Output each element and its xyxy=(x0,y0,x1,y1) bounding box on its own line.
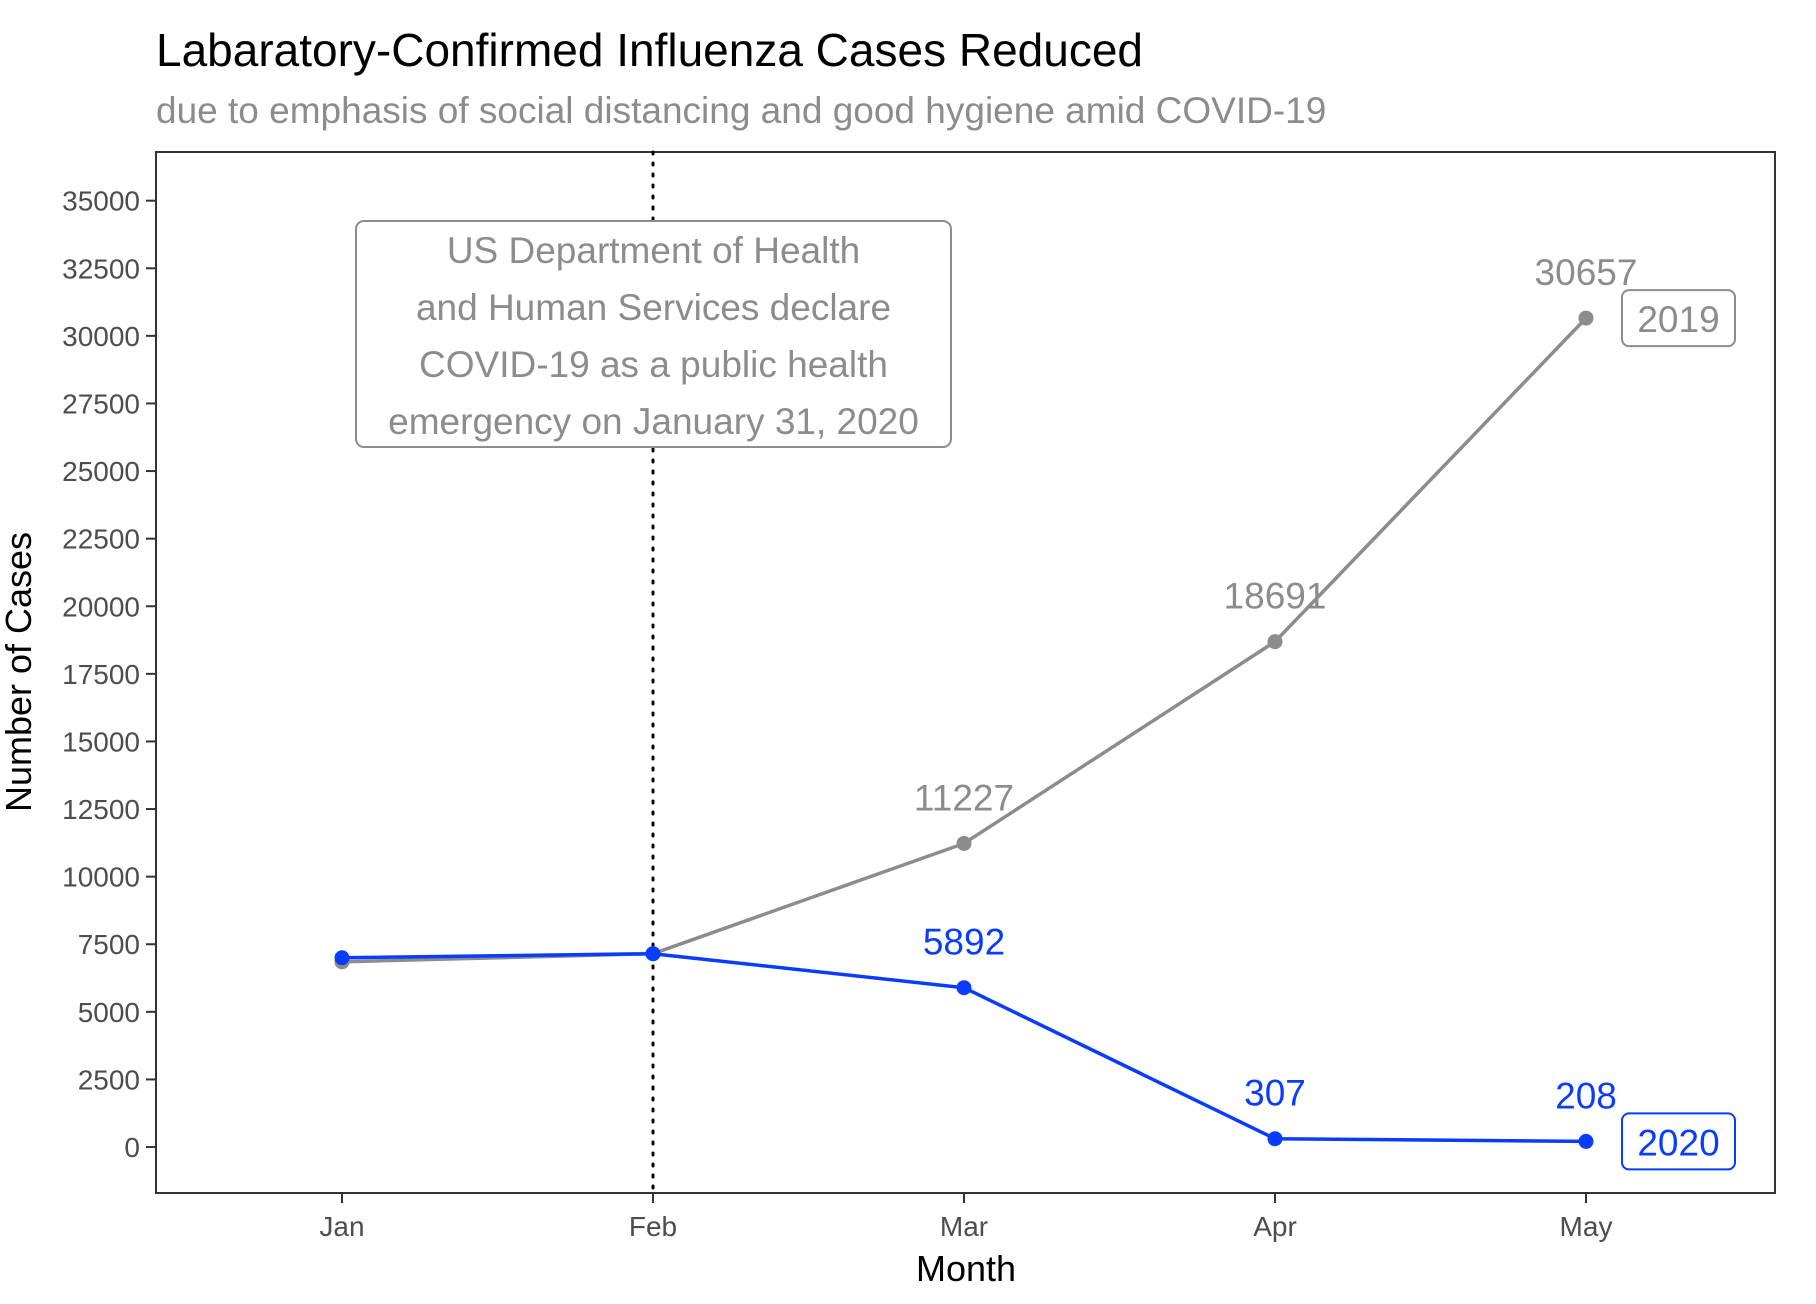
data-point-2020 xyxy=(334,950,350,966)
data-point-2019 xyxy=(956,835,972,851)
data-label-2020: 307 xyxy=(1244,1073,1306,1114)
x-tick-label: May xyxy=(1560,1211,1613,1242)
data-point-2019 xyxy=(1267,634,1283,650)
annotation-line: COVID-19 as a public health xyxy=(419,344,888,385)
series-tag-box-2020 xyxy=(1621,1112,1736,1171)
annotation-box xyxy=(355,220,952,448)
annotation-line: emergency on January 31, 2020 xyxy=(388,401,919,442)
annotation-line: and Human Services declare xyxy=(416,287,891,328)
y-axis-title: Number of Cases xyxy=(0,532,39,812)
data-point-2020 xyxy=(956,980,972,996)
y-axis: 0 2500 5000 7500 10000 12500 15000 17500 20000 22… xyxy=(62,186,156,1163)
chart-title: Labaratory-Confirmed Influenza Cases Red… xyxy=(156,24,1143,76)
chart-subtitle: due to emphasis of social distancing and… xyxy=(156,90,1326,131)
data-label-2019: 11227 xyxy=(914,777,1014,818)
x-tick-label: Apr xyxy=(1253,1211,1297,1242)
y-tick-label: 30000 xyxy=(62,321,140,352)
y-tick-label: 5000 xyxy=(78,997,140,1028)
y-tick-label: 7500 xyxy=(78,929,140,960)
y-tick-label: 32500 xyxy=(62,253,140,284)
y-tick-label: 35000 xyxy=(62,186,140,217)
y-tick-label: 20000 xyxy=(62,591,140,622)
data-label-2019: 30657 xyxy=(1535,252,1638,293)
x-tick-label: Feb xyxy=(629,1211,677,1242)
y-tick-label: 27500 xyxy=(62,388,140,419)
y-tick-label: 12500 xyxy=(62,794,140,825)
y-tick-label: 22500 xyxy=(62,524,140,555)
annotation-layer: US Department of Health and Human Service… xyxy=(355,220,952,448)
y-tick-label: 0 xyxy=(124,1132,140,1163)
data-point-2019 xyxy=(1578,310,1594,326)
x-axis-title: Month xyxy=(916,1248,1016,1289)
series-layer xyxy=(334,310,1594,1149)
x-tick-label: Mar xyxy=(940,1211,988,1242)
y-tick-label: 25000 xyxy=(62,456,140,487)
data-point-2020 xyxy=(1267,1131,1283,1147)
data-label-layer: 11227 18691 30657 2019 5892 307 208 2020 xyxy=(914,252,1736,1171)
data-point-2020 xyxy=(1578,1133,1594,1149)
series-tag-2020: 2020 xyxy=(1637,1122,1719,1163)
data-label-2020: 208 xyxy=(1555,1075,1617,1116)
y-tick-label: 15000 xyxy=(62,726,140,757)
series-tag-box-2019 xyxy=(1621,289,1736,348)
x-axis: Jan Feb Mar Apr May xyxy=(319,1193,1612,1242)
data-point-2020 xyxy=(645,946,661,962)
series-tag-2019: 2019 xyxy=(1637,299,1719,340)
data-label-2020: 5892 xyxy=(923,922,1005,963)
y-tick-label: 17500 xyxy=(62,659,140,690)
y-tick-label: 10000 xyxy=(62,862,140,893)
x-tick-label: Jan xyxy=(319,1211,364,1242)
annotation-line: US Department of Health xyxy=(447,230,860,271)
y-tick-label: 2500 xyxy=(78,1064,140,1095)
data-label-2019: 18691 xyxy=(1224,576,1327,617)
